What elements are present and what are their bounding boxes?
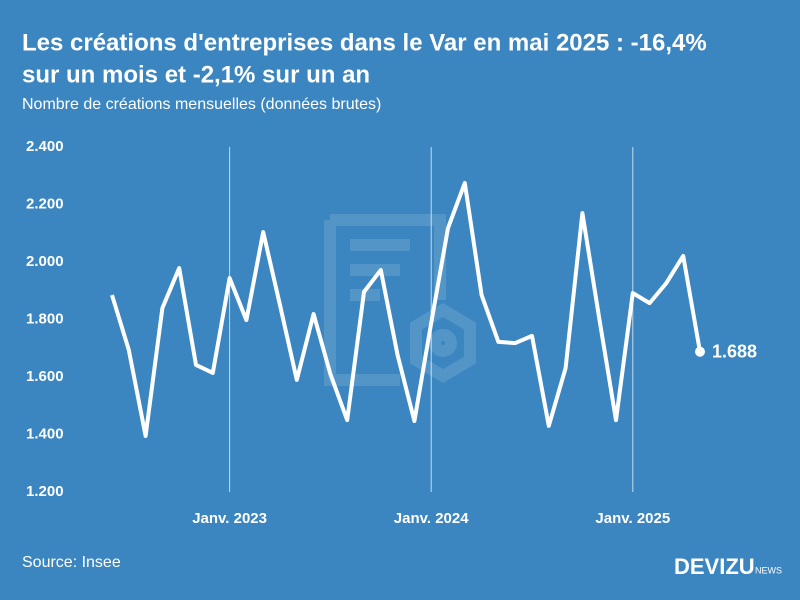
y-tick-label: 2.400 xyxy=(26,138,64,155)
line xyxy=(110,180,702,438)
end-point xyxy=(695,346,705,357)
value-label: 1.688 xyxy=(712,341,757,361)
y-tick-label: 1.400 xyxy=(26,425,64,442)
y-tick-label: 1.600 xyxy=(26,368,64,385)
brand: DEVIZU xyxy=(674,554,755,579)
x-tick-label: Janv. 2023 xyxy=(192,510,267,527)
chart-title: Les créations d'entreprises dans le Var … xyxy=(22,29,707,56)
watermark xyxy=(324,214,476,386)
chart-title: sur un mois et -2,1% sur un an xyxy=(22,61,370,88)
y-tick-label: 1.800 xyxy=(26,310,64,327)
brand-suffix: NEWS xyxy=(755,565,782,575)
source: Source: Insee xyxy=(22,554,121,571)
y-tick-label: 2.200 xyxy=(26,195,64,212)
x-tick-label: Janv. 2025 xyxy=(595,510,670,527)
x-tick-label: Janv. 2024 xyxy=(394,510,469,527)
chart-subtitle: Nombre de créations mensuelles (données … xyxy=(22,96,381,113)
y-tick-label: 2.000 xyxy=(26,253,64,270)
y-tick-label: 1.200 xyxy=(26,483,64,500)
